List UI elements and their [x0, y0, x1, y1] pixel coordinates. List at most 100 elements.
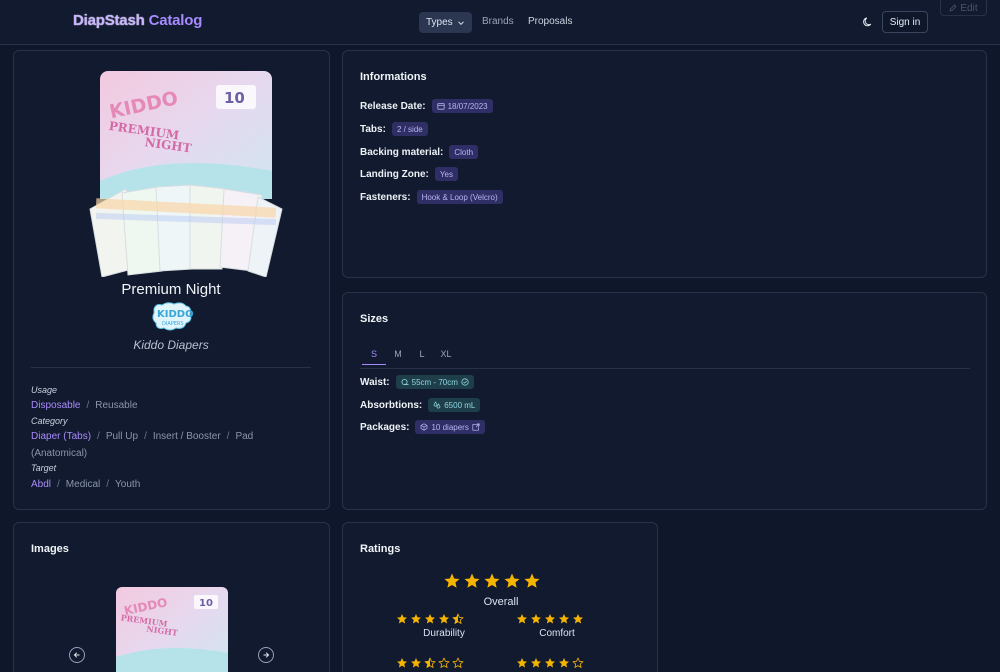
waist-label: Waist:: [360, 376, 390, 388]
star-empty-icon: [572, 657, 584, 668]
gallery-next-button[interactable]: [258, 647, 274, 663]
star-filled-icon: [444, 573, 460, 588]
star-empty-icon: [438, 657, 450, 668]
target-label: Target: [31, 463, 57, 473]
backing-value: Cloth: [449, 145, 479, 159]
category-option-pull-up[interactable]: Pull Up: [105, 431, 139, 442]
rating-row3-right-stars: [516, 657, 584, 669]
star-filled-icon: [524, 573, 540, 588]
star-filled-icon: [397, 658, 407, 668]
backing-label: Backing material:: [360, 146, 444, 158]
svg-text:KIDDO: KIDDO: [157, 309, 194, 320]
release-date-label: Release Date:: [360, 100, 426, 112]
size-tabs: S M L XL: [362, 349, 458, 365]
release-date-value: 18/07/2023: [447, 101, 488, 111]
category-label: Category: [31, 416, 68, 426]
star-filled-icon: [464, 573, 480, 588]
tab-size-xl[interactable]: XL: [440, 349, 452, 359]
info-row-release-date: Release Date: 18/07/2023: [360, 99, 493, 113]
divider: [31, 367, 311, 368]
tabs-value: 2 / side: [391, 122, 428, 136]
edit-button-label: Edit: [960, 2, 978, 14]
star-filled-icon: [545, 614, 555, 624]
navbar: DiapStash Catalog Types Brands Proposals …: [0, 0, 1000, 45]
star-filled-icon: [573, 614, 583, 624]
star-half-icon: [452, 613, 464, 624]
ratings-card: Ratings Overall Durability Comfort: [342, 522, 658, 672]
category-option-pad[interactable]: Pad (Anatomical): [31, 431, 254, 459]
tab-size-m[interactable]: M: [394, 349, 402, 359]
info-row-fasteners: Fasteners: Hook & Loop (Velcro): [360, 190, 503, 204]
arrow-right-icon: [263, 652, 270, 658]
star-half-icon: [424, 657, 436, 668]
star-filled-icon: [397, 614, 407, 624]
logo-text-catalog: Catalog: [148, 12, 203, 29]
usage-options: Disposable / Reusable: [31, 400, 138, 411]
size-row-packages: Packages: 10 diapers: [360, 420, 485, 434]
durability-label: Durability: [423, 628, 465, 639]
usage-option-disposable[interactable]: Disposable: [31, 400, 81, 411]
nav-brands-link[interactable]: Brands: [482, 16, 514, 27]
product-card: KIDDO PREMIUM NIGHT 10 Premium Night KID…: [13, 50, 330, 510]
star-filled-icon: [504, 573, 520, 588]
packages-chip[interactable]: 10 diapers: [415, 420, 485, 434]
star-filled-icon: [517, 658, 527, 668]
star-filled-icon: [517, 614, 527, 624]
informations-card: Informations Release Date: 18/07/2023 Ta…: [342, 50, 987, 278]
check-circle-icon: [461, 378, 469, 386]
tab-size-s[interactable]: S: [362, 349, 386, 365]
overall-label: Overall: [483, 596, 519, 608]
category-option-insert-booster[interactable]: Insert / Booster: [152, 431, 221, 442]
app-logo[interactable]: DiapStash Catalog: [73, 12, 202, 29]
gallery-image[interactable]: KIDDO PREMIUM NIGHT 10: [114, 583, 230, 672]
info-row-backing: Backing material: Cloth: [360, 145, 479, 159]
star-filled-icon: [545, 658, 555, 668]
star-empty-icon: [452, 657, 464, 668]
target-option-youth[interactable]: Youth: [115, 479, 141, 490]
landing-zone-label: Landing Zone:: [360, 168, 429, 180]
packages-value: 10 diapers: [431, 422, 469, 432]
images-title: Images: [31, 543, 69, 555]
absorption-value: 6500 mL: [444, 400, 476, 410]
product-image[interactable]: KIDDO PREMIUM NIGHT 10: [86, 71, 286, 277]
star-filled-icon: [559, 614, 569, 624]
target-options: Abdl / Medical / Youth: [31, 479, 141, 490]
package-count-text: 10: [224, 89, 245, 107]
star-filled-icon: [531, 658, 541, 668]
target-option-medical[interactable]: Medical: [65, 479, 101, 490]
tab-size-l[interactable]: L: [419, 349, 425, 359]
gallery-prev-button[interactable]: [69, 647, 85, 663]
images-card: Images KIDDO PREMIUM NIGHT 10: [13, 522, 330, 672]
chevron-down-icon: [457, 20, 464, 25]
product-name: Premium Night: [121, 281, 221, 298]
nav-proposals-link[interactable]: Proposals: [528, 16, 573, 27]
overall-stars: [443, 572, 541, 590]
star-filled-icon: [425, 614, 435, 624]
durability-stars: [396, 613, 464, 625]
fasteners-value: Hook & Loop (Velcro): [416, 190, 503, 204]
sign-in-button[interactable]: Sign in: [882, 11, 928, 33]
edit-button[interactable]: Edit: [940, 0, 987, 16]
rating-row3-left-stars: [396, 657, 464, 669]
moon-icon[interactable]: [863, 16, 874, 27]
landing-zone-value: Yes: [434, 167, 458, 181]
svg-text:DIAPERS: DIAPERS: [162, 321, 184, 327]
svg-text:NIGHT: NIGHT: [146, 624, 179, 638]
size-row-absorption: Absorbtions: 6500 mL: [360, 398, 481, 412]
star-filled-icon: [411, 658, 421, 668]
star-filled-icon: [531, 614, 541, 624]
svg-text:10: 10: [199, 598, 213, 609]
tabs-label: Tabs:: [360, 123, 386, 135]
target-option-abdl[interactable]: Abdl: [31, 479, 52, 490]
release-date-chip: 18/07/2023: [431, 99, 493, 113]
packages-label: Packages:: [360, 421, 410, 433]
category-option-diaper-tabs[interactable]: Diaper (Tabs): [31, 431, 92, 442]
logo-text-main: DiapStash: [73, 12, 145, 29]
nav-types-label: Types: [426, 17, 453, 28]
brand-logo[interactable]: KIDDO DIAPERS: [150, 301, 194, 333]
comfort-stars: [516, 613, 584, 625]
usage-option-reusable[interactable]: Reusable: [95, 400, 138, 411]
nav-types-dropdown[interactable]: Types: [419, 12, 472, 33]
svg-text:NIGHT: NIGHT: [144, 135, 193, 155]
brand-name[interactable]: Kiddo Diapers: [133, 338, 209, 352]
